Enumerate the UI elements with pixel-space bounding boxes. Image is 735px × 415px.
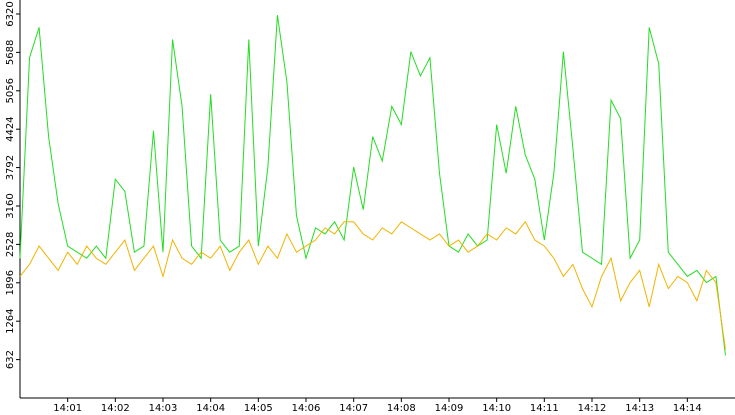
y-tick-label: 2528	[5, 232, 16, 257]
x-tick-label: 14:05	[244, 403, 273, 414]
x-tick-label: 14:11	[530, 403, 559, 414]
x-tick-label: 14:02	[101, 403, 130, 414]
x-tick-label: 14:03	[149, 403, 178, 414]
x-tick-label: 14:08	[387, 403, 416, 414]
x-tick-label: 14:06	[292, 403, 321, 414]
y-tick-label: 3160	[5, 193, 16, 218]
x-tick-label: 14:04	[196, 403, 225, 414]
x-tick-label: 14:13	[625, 403, 654, 414]
x-tick-label: 14:07	[339, 403, 368, 414]
x-tick-label: 14:09	[435, 403, 464, 414]
y-tick-label: 3792	[5, 155, 16, 180]
x-tick-label: 14:14	[673, 403, 702, 414]
y-tick-label: 5056	[5, 78, 16, 103]
series-line	[19, 220, 726, 350]
x-tick-label: 14:12	[578, 403, 607, 414]
y-tick-label: 4424	[5, 116, 16, 141]
y-tick-label: 632	[5, 350, 16, 369]
y-tick-label: 5688	[5, 40, 16, 65]
y-tick-label: 1264	[5, 308, 16, 333]
y-tick-label: 6320	[5, 1, 16, 26]
x-tick-label: 14:10	[482, 403, 511, 414]
x-tick-label: 14:01	[53, 403, 82, 414]
y-tick-label: 1896	[5, 270, 16, 295]
series-line	[19, 15, 726, 356]
